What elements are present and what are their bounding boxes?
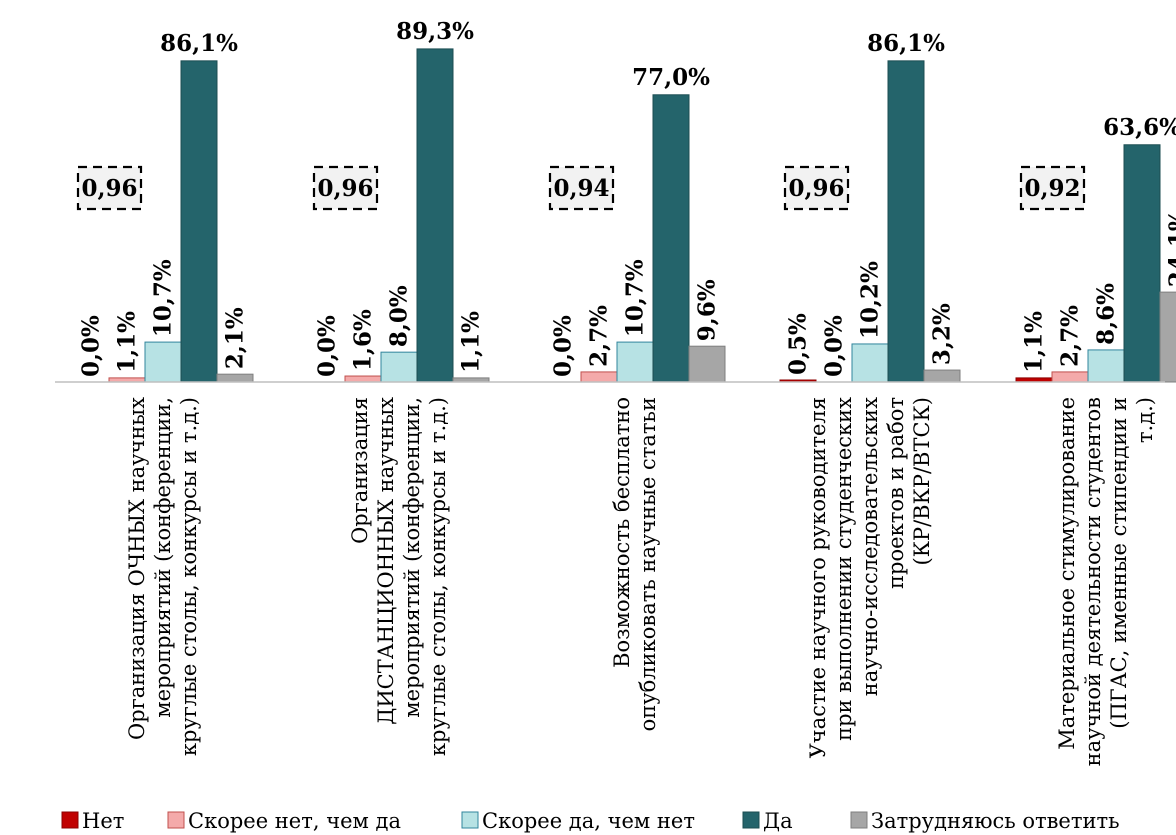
index-box-2 <box>312 165 379 211</box>
bar-g3-s2 <box>580 371 618 383</box>
data-label-g5-s5: 24,1% <box>1165 209 1176 287</box>
category-label-5-line-4: т.д.) <box>1133 397 1157 443</box>
data-label-g1-s5: 2,1% <box>222 307 249 369</box>
bar-g5-s4 <box>1123 144 1161 383</box>
data-label-g2-s5: 1,1% <box>458 311 485 373</box>
data-label-g5-s2: 2,7% <box>1057 305 1084 367</box>
index-value-5: 0,92 <box>1024 175 1080 202</box>
bar-g4-s5 <box>923 369 961 383</box>
category-label-1: Организация ОЧНЫХ научных мероприятий (ко… <box>125 397 201 756</box>
bar-g1-s3 <box>144 341 182 383</box>
bar-g2-s2 <box>344 375 382 383</box>
category-label-2-line-4: круглые столы, конкурсы и т.д.) <box>426 397 450 756</box>
bar-g5-s3 <box>1087 349 1125 383</box>
data-label-g1-s4: 86,1% <box>160 30 238 57</box>
index-box-4 <box>783 165 850 211</box>
legend-swatch-скорее-нет-чем-да <box>167 811 185 829</box>
data-label-g1-s2: 1,1% <box>114 311 141 373</box>
legend-label-да: Да <box>763 809 793 833</box>
data-label-g1-s1: 0,0% <box>78 315 105 377</box>
legend-label-затрудняюсь-ответить: Затрудняюсь ответить <box>871 809 1120 833</box>
category-label-3-line-1: Возможность бесплатно <box>610 397 634 668</box>
data-label-g3-s5: 9,6% <box>694 279 721 341</box>
index-boxes-layer: 0,96 0,96 0,94 0,96 0,92 <box>76 165 1086 211</box>
data-label-g1-s3: 10,7% <box>150 259 177 337</box>
category-label-2-line-3: мероприятий (конференции, <box>400 397 424 718</box>
category-label-2-line-2: ДИСТАНЦИОННЫХ научных <box>374 397 398 725</box>
category-label-1-line-1: Организация ОЧНЫХ научных <box>125 397 149 740</box>
legend-swatch-скорее-да-чем-нет <box>461 811 479 829</box>
data-label-g2-s4: 89,3% <box>396 18 474 45</box>
data-label-g4-s5: 3,2% <box>929 303 956 365</box>
bar-g5-s2 <box>1051 371 1089 383</box>
bar-g2-s3 <box>380 351 418 383</box>
category-label-3-line-2: опубликовать научные статьи <box>636 397 660 731</box>
data-label-g4-s2: 0,0% <box>821 315 848 377</box>
category-label-5: Материальное стимулирование научной деяте… <box>1055 397 1157 766</box>
category-label-5-line-2: научной деятельности студентов <box>1081 397 1105 766</box>
index-box-1 <box>76 165 143 211</box>
index-box-5 <box>1019 165 1086 211</box>
bar-g1-s4 <box>180 60 218 383</box>
legend-swatch-затрудняюсь-ответить <box>850 811 868 829</box>
data-label-g5-s3: 8,6% <box>1093 283 1120 345</box>
bar-g5-s5 <box>1159 291 1176 383</box>
legend: Нет Скорее нет, чем да Скорее да, чем нет Д… <box>61 809 1120 833</box>
bar-g1-s5 <box>216 373 254 383</box>
index-value-4: 0,96 <box>788 175 844 202</box>
legend-swatch-нет <box>61 811 79 829</box>
data-labels-layer: 0,0% 1,1% 10,7% 86,1% 2,1% 0,0% 1,6% 8,0% 89,3% 1… <box>78 18 1176 377</box>
bar-g4-s4 <box>887 60 925 383</box>
legend-label-скорее-да-чем-нет: Скорее да, чем нет <box>482 809 695 833</box>
category-label-4-line-2: при выполнении студенческих <box>832 397 856 741</box>
bar-g4-s3 <box>851 343 889 383</box>
legend-label-скорее-нет-чем-да: Скорее нет, чем да <box>188 809 401 833</box>
category-label-5-line-1: Материальное стимулирование <box>1055 397 1079 750</box>
data-label-g2-s2: 1,6% <box>350 309 377 371</box>
category-label-4-line-1: Участие научного руководителя <box>806 397 830 758</box>
category-label-2: Организация ДИСТАНЦИОННЫХ научных мероприя… <box>348 397 450 756</box>
category-label-1-line-2: мероприятий (конференции, <box>151 397 175 718</box>
index-value-2: 0,96 <box>317 175 373 202</box>
data-label-g4-s1: 0,5% <box>785 313 812 375</box>
bar-g2-s4 <box>416 48 454 383</box>
index-box-3 <box>548 165 615 211</box>
data-label-g3-s4: 77,0% <box>632 64 710 91</box>
data-label-g5-s1: 1,1% <box>1021 311 1048 373</box>
bar-g3-s3 <box>616 341 654 383</box>
bars-layer <box>108 48 1176 383</box>
data-label-g3-s2: 2,7% <box>586 305 613 367</box>
data-label-g4-s4: 86,1% <box>867 30 945 57</box>
legend-swatch-да <box>742 811 760 829</box>
category-label-2-line-1: Организация <box>348 397 372 544</box>
legend-label-нет: Нет <box>82 809 124 833</box>
bar-g3-s4 <box>652 94 690 383</box>
category-label-1-line-3: круглые столы, конкурсы и т.д.) <box>177 397 201 756</box>
data-label-g3-s1: 0,0% <box>550 315 577 377</box>
category-label-4-line-5: (КР/ВКР/ВТСК) <box>910 397 934 566</box>
category-label-5-line-3: (ПГАС, именные стипендии и <box>1107 397 1131 729</box>
category-label-4-line-3: научно-исследовательских <box>858 397 882 696</box>
category-labels-layer: Организация ОЧНЫХ научных мероприятий (ко… <box>125 397 1157 767</box>
index-value-1: 0,96 <box>81 175 137 202</box>
data-label-g5-s4: 63,6% <box>1103 114 1176 141</box>
category-label-4: Участие научного руководителя при выполне… <box>806 397 934 759</box>
data-label-g2-s3: 8,0% <box>386 285 413 347</box>
category-label-4-line-4: проектов и работ <box>884 397 908 589</box>
index-value-3: 0,94 <box>553 175 609 202</box>
data-label-g2-s1: 0,0% <box>314 315 341 377</box>
bar-g3-s5 <box>688 345 726 383</box>
data-label-g4-s3: 10,2% <box>857 261 884 339</box>
data-label-g3-s3: 10,7% <box>622 259 649 337</box>
category-label-3: Возможность бесплатно опубликовать научны… <box>610 397 660 731</box>
